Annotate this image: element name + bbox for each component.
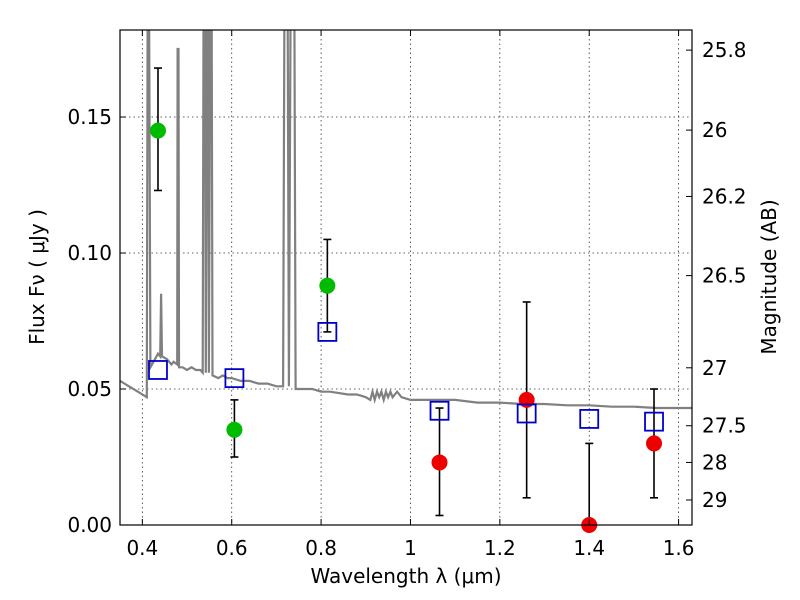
y-tick-label: 0.10 [67,241,112,265]
model-photometry-point [579,409,600,429]
data-points-layer [148,67,664,533]
y2-tick-label: 27.5 [702,414,747,438]
data-point [518,391,535,408]
y2-tick-label: 29 [702,488,727,512]
y2-axis-label: Magnitude (AB) [757,199,781,354]
y-axis-label: Flux Fν ( μJy ) [25,209,49,345]
model-spectrum-layer [120,30,692,410]
y2-tick-label: 28 [702,450,727,474]
x-tick-label: 1.2 [484,536,516,560]
x-tick-label: 0.8 [305,536,337,560]
y2-tick-label: 26.5 [702,264,747,288]
model-photometry-point [317,321,338,342]
data-point [226,421,243,438]
model-photometry-point [148,360,168,380]
grid-lines [120,30,692,525]
plot-frame [119,29,693,526]
data-point [431,454,448,471]
y-tick-label: 0.15 [67,105,112,129]
x-tick-label: 1.6 [663,536,695,560]
model-photometry-point [644,411,664,432]
data-point [646,435,663,452]
y-tick-label: 0.05 [67,377,112,401]
model-photometry-point [224,368,245,389]
y2-tick-label: 27 [702,356,727,380]
y-tick-label: 0.00 [67,513,112,537]
x-tick-label: 0.4 [126,536,158,560]
axis-ticks: 0.4 0.6 0.8 1 1.2 1.4 1.6 0.00 0.05 0.10 0.15 25.8 2… [67,30,747,560]
x-tick-label: 1.4 [573,536,605,560]
data-point [149,122,166,139]
model-photometry-point [516,403,537,424]
data-point [319,277,336,294]
model-photometry-point [429,400,450,421]
y2-tick-label: 26.2 [702,184,747,208]
x-tick-label: 1 [404,536,417,560]
y2-tick-label: 26 [702,118,727,142]
model-spectrum-line [120,30,692,410]
x-tick-label: 0.6 [216,536,248,560]
y2-tick-label: 25.8 [702,38,747,62]
x-axis-label: Wavelength λ (μm) [310,564,501,588]
